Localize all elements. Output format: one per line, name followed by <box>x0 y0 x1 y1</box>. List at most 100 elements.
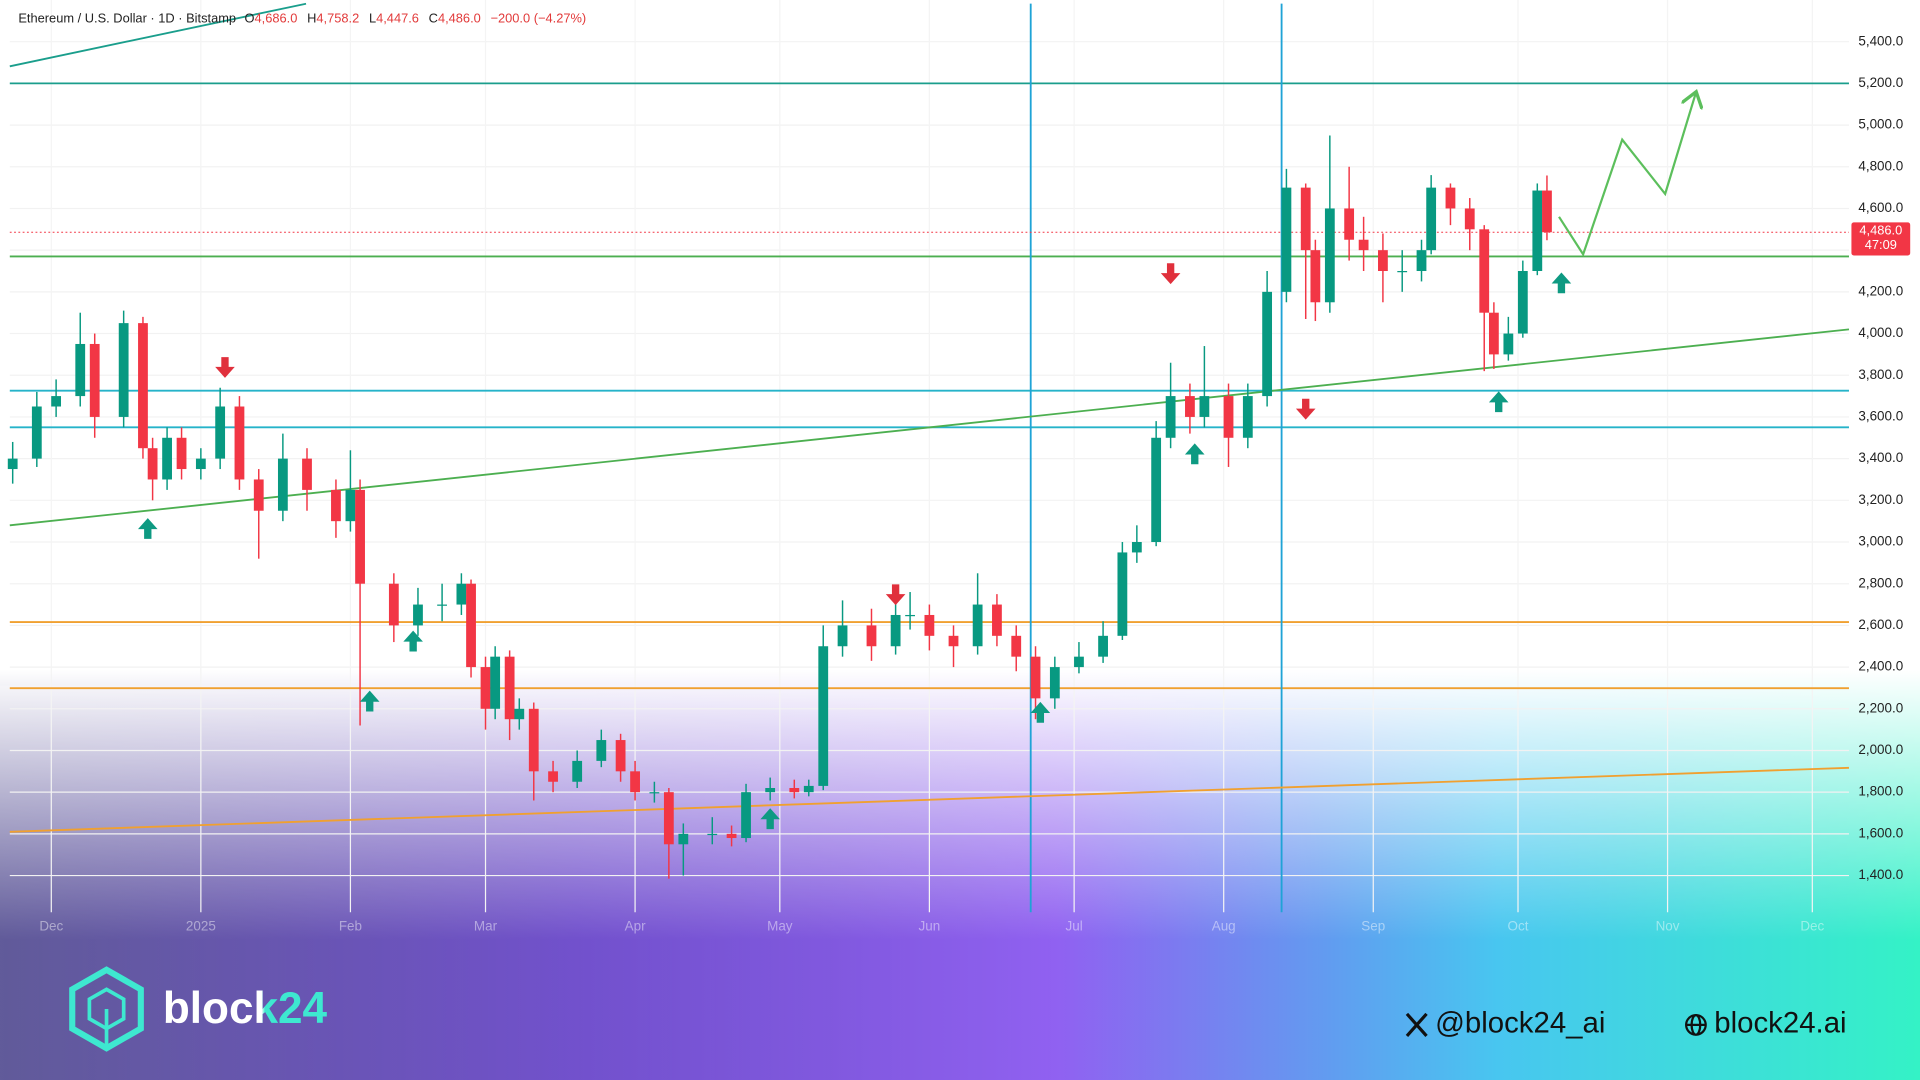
candle-body <box>215 406 226 459</box>
candle-body <box>331 489 341 522</box>
candle-body <box>514 708 525 720</box>
background-fade <box>0 685 1920 1080</box>
signal-up <box>137 518 158 539</box>
change: −200.0 (−4.27%) <box>491 11 587 26</box>
candle-body <box>147 448 158 480</box>
candle-body <box>138 323 148 449</box>
y-tick-label: 5,200.0 <box>1858 75 1903 90</box>
y-tick-label: 5,400.0 <box>1858 33 1903 48</box>
x-tick-label: Jul <box>1066 919 1083 934</box>
y-tick-label: 4,200.0 <box>1858 283 1903 298</box>
candle-body <box>1378 250 1388 272</box>
candle-body <box>162 437 172 480</box>
candle-body <box>1242 396 1253 438</box>
candle-body <box>1011 635 1022 657</box>
candle-body <box>1503 333 1514 355</box>
candle-body <box>1281 187 1292 292</box>
y-tick-label: 1,400.0 <box>1858 867 1903 882</box>
candle-body <box>31 406 42 459</box>
y-tick-label: 1,800.0 <box>1858 784 1903 799</box>
candle-body <box>1199 396 1210 417</box>
candle-body <box>866 625 877 647</box>
x-handle: @block24_ai <box>1435 1007 1605 1040</box>
candle-body <box>1532 190 1543 272</box>
low-label: L <box>369 11 376 26</box>
signal-down <box>885 584 906 606</box>
candle-body <box>1358 239 1369 251</box>
x-tick-label: Feb <box>339 919 362 934</box>
y-tick-label: 2,800.0 <box>1858 575 1903 590</box>
signal-down <box>215 357 235 378</box>
candle-body <box>388 583 399 626</box>
candle-body <box>992 604 1002 636</box>
close-label: C <box>429 11 438 26</box>
y-tick-label: 2,200.0 <box>1858 700 1903 715</box>
price-tag-countdown: 47:09 <box>1865 237 1897 252</box>
candle-body <box>1165 396 1176 438</box>
candle-body <box>837 625 848 647</box>
candle-body <box>1397 271 1408 273</box>
candle-body <box>707 833 718 836</box>
x-tick-label: Mar <box>474 919 498 934</box>
candle-body <box>1117 552 1128 636</box>
y-tick-label: 3,800.0 <box>1858 367 1903 382</box>
open-label: O <box>245 11 255 26</box>
trend-line <box>9 2 307 68</box>
candle-body <box>345 489 356 522</box>
x-tick-label: May <box>767 919 793 934</box>
candle-body <box>89 343 100 417</box>
candle-body <box>437 604 447 606</box>
plot-area <box>7 0 1850 913</box>
y-tick-label: 3,600.0 <box>1858 408 1903 423</box>
candle-body <box>803 785 814 793</box>
x-tick-label: Sep <box>1361 919 1385 934</box>
y-tick-label: 5,000.0 <box>1858 117 1903 132</box>
close-value: 4,486.0 <box>438 11 481 26</box>
y-tick-label: 4,600.0 <box>1858 200 1903 215</box>
low-value: 4,447.6 <box>376 11 419 26</box>
candle-body <box>1426 187 1437 251</box>
candle-body <box>253 479 264 511</box>
signal-up <box>1488 391 1509 413</box>
y-tick-label: 1,600.0 <box>1858 825 1903 840</box>
candle-body <box>630 771 640 793</box>
trend-line <box>9 328 1850 527</box>
candle-body <box>1300 187 1311 251</box>
y-tick-label: 3,000.0 <box>1858 534 1903 549</box>
candle-body <box>1262 291 1273 397</box>
candle-body <box>678 833 689 845</box>
candle-body <box>528 708 539 772</box>
candle-body <box>663 792 674 845</box>
signal-down <box>1160 263 1181 285</box>
candle-body <box>456 583 467 605</box>
candle-body <box>1324 208 1335 303</box>
candle-body <box>905 614 915 617</box>
x-tick-label: Oct <box>1508 919 1529 934</box>
y-tick-label: 2,000.0 <box>1858 742 1903 757</box>
open-value: 4,686.0 <box>255 11 298 26</box>
x-tick-label: Dec <box>39 919 63 934</box>
price-tag-label: 4,486.0 <box>1859 222 1902 237</box>
candle-body <box>176 437 187 470</box>
candle-body <box>948 635 959 647</box>
candle-body <box>51 396 62 407</box>
globe-icon <box>1685 1014 1707 1036</box>
candle-body <box>195 458 206 470</box>
candle-body <box>1074 656 1084 668</box>
candle-body <box>548 771 558 782</box>
candle-body <box>1049 667 1060 699</box>
candle-body <box>1464 208 1475 230</box>
price-tag <box>1851 222 1911 256</box>
candle-body <box>1310 250 1321 303</box>
y-tick-label: 2,600.0 <box>1858 617 1903 632</box>
candle-body <box>413 604 423 626</box>
candle-body <box>1185 396 1195 417</box>
logo: block24 <box>69 966 327 1052</box>
high-value: 4,758.2 <box>316 11 359 26</box>
y-tick-label: 2,400.0 <box>1858 659 1903 674</box>
symbol: Ethereum / U.S. Dollar · 1D · Bitstamp <box>18 11 236 26</box>
candle-body <box>649 792 660 794</box>
candle-body <box>7 458 18 470</box>
candle-body <box>75 343 86 397</box>
